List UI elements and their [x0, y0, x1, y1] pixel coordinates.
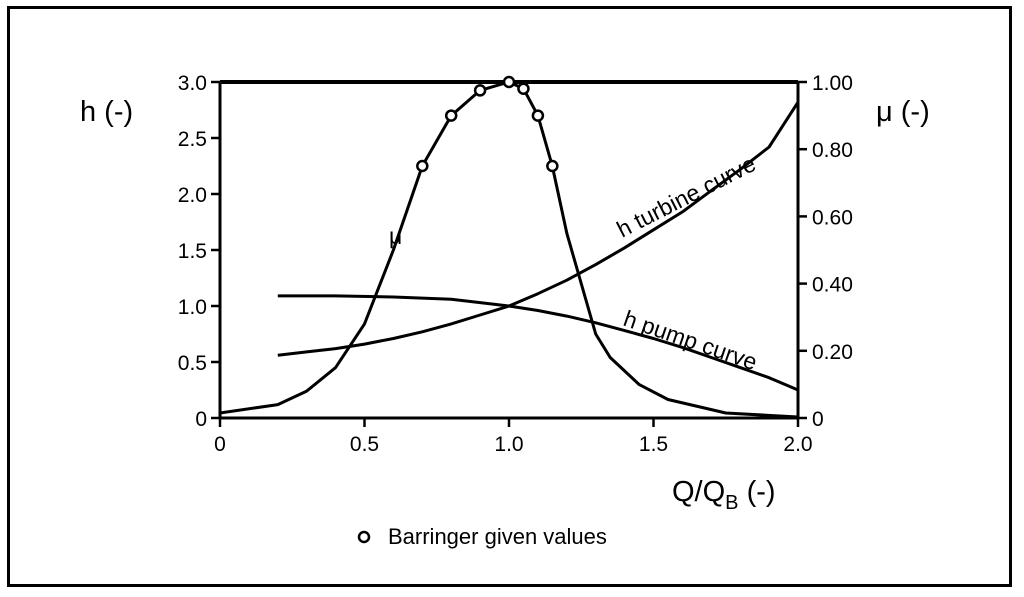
axis-ticks: 0 0.5 1.0 1.5 2.000.51.01.52.02.53.000.200.4…: [178, 72, 853, 456]
y-right-tick-label: 0.80: [812, 139, 853, 162]
mu-curve-line: [219, 80, 799, 419]
y-left-tick-label: 2.5: [178, 128, 207, 151]
y-left-tick-label: 0: [195, 408, 207, 431]
y-right-tick-label: 0.20: [812, 341, 853, 364]
turbine-curve-label: h turbine curve: [612, 150, 759, 242]
y-right-tick-label: 0.60: [812, 206, 853, 229]
x-tick-label: 2.0: [783, 433, 812, 456]
y-left-tick-label: 2.0: [178, 184, 207, 207]
plot-frame: [218, 80, 800, 420]
barringer-marker: [546, 159, 559, 173]
pump-curve-line: [277, 294, 799, 392]
legend-marker-icon: [357, 530, 371, 544]
barringer-marker: [444, 109, 458, 122]
x-tick-label: 1.5: [639, 433, 668, 456]
barringer-marker: [416, 159, 429, 173]
x-axis-title: Q/QB (-): [672, 476, 776, 514]
y-right-tick-label: 0.40: [812, 274, 853, 297]
marker-layer: [416, 75, 559, 173]
x-axis-title-suffix: (-): [739, 476, 776, 508]
legend-label: Barringer given values: [388, 524, 607, 549]
x-tick-label: 1.0: [494, 433, 523, 456]
x-tick-label: 0.5: [350, 433, 379, 456]
barringer-marker: [473, 84, 487, 97]
y-left-axis-title: h (-): [80, 96, 133, 128]
y-left-tick-label: 0.5: [178, 352, 207, 375]
barringer-marker: [531, 109, 545, 122]
y-right-axis-title: μ (-): [876, 96, 930, 128]
barringer-marker: [517, 82, 530, 95]
turbine-curve-line: [277, 101, 800, 357]
x-tick-label: 0: [214, 433, 226, 456]
y-left-tick-label: 3.0: [178, 72, 207, 95]
y-left-tick-label: 1.5: [178, 240, 207, 263]
y-right-tick-label: 0: [812, 408, 824, 431]
x-axis-title-main: Q/Q: [672, 476, 725, 508]
barringer-marker: [502, 75, 516, 89]
y-right-tick-label: 1.00: [812, 72, 853, 95]
x-axis-title-subscript: B: [725, 492, 738, 514]
pump-curve-label: h pump curve: [620, 305, 760, 375]
series-layer: [219, 80, 800, 419]
figure-frame: [7, 6, 1012, 587]
y-left-tick-label: 1.0: [178, 296, 207, 319]
mu-curve-label: μ: [389, 223, 402, 249]
